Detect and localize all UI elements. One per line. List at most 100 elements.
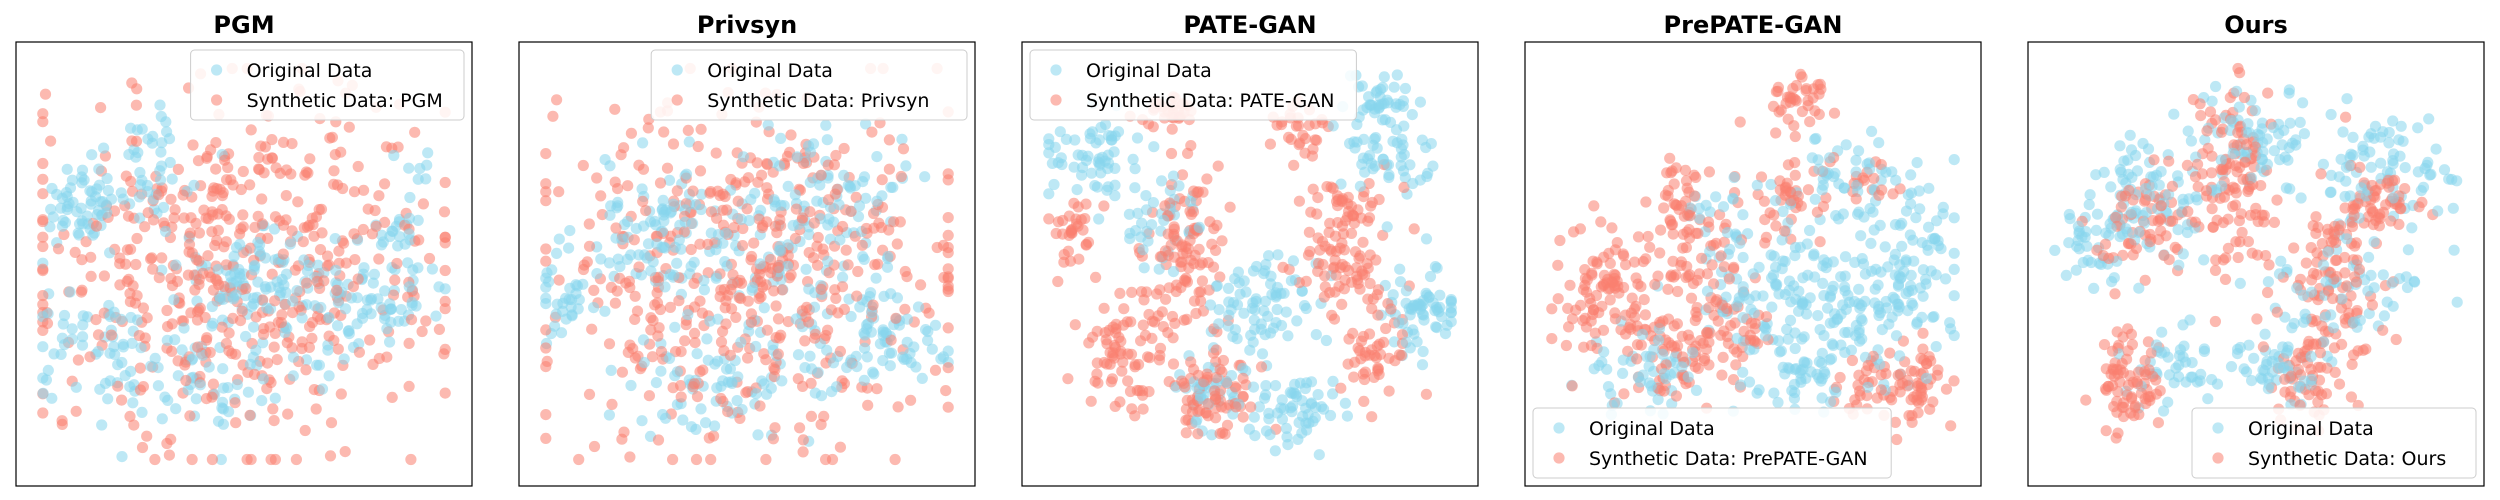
- original-data-point: [2158, 405, 2170, 417]
- synthetic-data-point: [1187, 206, 1199, 218]
- synthetic-data-point: [1138, 294, 1150, 306]
- original-data-point: [1069, 134, 1081, 146]
- synthetic-data-point: [588, 284, 600, 296]
- synthetic-data-point: [1180, 427, 1192, 439]
- original-data-point: [1760, 323, 1772, 335]
- synthetic-data-point: [929, 364, 942, 376]
- synthetic-data-point: [1307, 143, 1319, 155]
- original-data-point: [1140, 190, 1152, 202]
- original-data-point: [1258, 392, 1271, 404]
- synthetic-data-point: [1195, 286, 1207, 298]
- original-data-point: [837, 271, 849, 283]
- synthetic-data-point: [1804, 116, 1816, 128]
- original-data-point: [125, 311, 137, 324]
- original-data-point: [1369, 107, 1381, 119]
- legend-marker-synthetic: [1553, 452, 1565, 464]
- original-data-point: [2399, 162, 2411, 174]
- synthetic-data-point: [2271, 306, 2283, 318]
- synthetic-data-point: [2311, 247, 2323, 259]
- synthetic-data-point: [237, 221, 249, 233]
- synthetic-data-point: [1722, 337, 1734, 349]
- synthetic-data-point: [1696, 252, 1708, 264]
- original-data-point: [1439, 328, 1452, 340]
- original-data-point: [248, 292, 260, 304]
- synthetic-data-point: [1079, 213, 1091, 225]
- synthetic-data-point: [1357, 268, 1369, 280]
- synthetic-data-point: [1642, 230, 1654, 243]
- synthetic-data-point: [90, 220, 103, 232]
- synthetic-data-point: [1304, 245, 1316, 258]
- synthetic-data-point: [873, 217, 885, 229]
- original-data-point: [125, 365, 137, 377]
- synthetic-data-point: [897, 143, 910, 155]
- synthetic-data-point: [265, 453, 277, 466]
- synthetic-data-point: [2211, 214, 2223, 226]
- original-data-point: [1737, 281, 1749, 293]
- synthetic-data-point: [1126, 286, 1138, 298]
- original-data-point: [2412, 166, 2424, 178]
- synthetic-data-point: [362, 203, 374, 215]
- original-data-point: [1895, 271, 1907, 283]
- synthetic-data-point: [1687, 277, 1699, 290]
- synthetic-data-point: [1359, 346, 1371, 358]
- original-data-point: [61, 201, 74, 213]
- synthetic-data-point: [760, 279, 772, 291]
- original-data-point: [1808, 248, 1820, 260]
- synthetic-data-point: [1332, 200, 1344, 212]
- synthetic-data-point: [742, 172, 755, 184]
- synthetic-data-point: [403, 380, 415, 392]
- original-data-point: [1407, 177, 1419, 190]
- original-data-point: [1378, 98, 1390, 110]
- original-data-point: [142, 133, 154, 145]
- original-data-point: [663, 174, 676, 186]
- original-data-point: [2105, 222, 2117, 234]
- synthetic-data-point: [1579, 312, 1591, 324]
- synthetic-data-point: [728, 222, 740, 234]
- synthetic-data-point: [667, 138, 680, 150]
- synthetic-data-point: [1221, 419, 1234, 431]
- original-data-point: [46, 182, 58, 195]
- original-data-point: [287, 351, 300, 363]
- synthetic-data-point: [1333, 280, 1345, 292]
- original-data-point: [154, 174, 167, 186]
- original-data-point: [2395, 120, 2407, 132]
- original-data-point: [1855, 230, 1867, 242]
- original-data-point: [85, 198, 97, 210]
- original-data-point: [2393, 134, 2405, 146]
- original-data-point: [1084, 128, 1096, 140]
- synthetic-data-point: [1659, 189, 1672, 201]
- synthetic-data-point: [1917, 327, 1929, 339]
- synthetic-data-point: [206, 206, 218, 218]
- original-data-point: [1408, 300, 1420, 312]
- synthetic-data-point: [1640, 196, 1652, 208]
- original-data-point: [1136, 217, 1148, 229]
- synthetic-data-point: [799, 335, 811, 347]
- original-data-point: [2073, 243, 2085, 255]
- synthetic-data-point: [905, 394, 917, 406]
- synthetic-data-point: [37, 240, 49, 253]
- original-data-point: [2447, 202, 2459, 214]
- original-data-point: [2363, 308, 2375, 320]
- original-data-point: [800, 263, 812, 275]
- original-data-point: [284, 238, 296, 250]
- original-data-point: [2256, 153, 2268, 165]
- synthetic-data-point: [314, 244, 327, 256]
- original-data-point: [1043, 188, 1055, 200]
- synthetic-data-point: [1554, 234, 1566, 247]
- original-data-point: [2249, 104, 2261, 117]
- synthetic-data-point: [204, 346, 216, 359]
- synthetic-data-point: [142, 207, 154, 219]
- synthetic-data-point: [719, 190, 731, 203]
- original-data-point: [790, 313, 802, 325]
- original-data-point: [1856, 315, 1868, 327]
- original-data-point: [1387, 135, 1399, 147]
- original-data-point: [1129, 182, 1141, 194]
- synthetic-data-point: [235, 183, 247, 196]
- original-data-point: [1296, 285, 1308, 297]
- synthetic-data-point: [540, 243, 552, 255]
- original-data-point: [2294, 116, 2306, 128]
- synthetic-data-point: [1760, 311, 1773, 323]
- synthetic-data-point: [244, 179, 256, 191]
